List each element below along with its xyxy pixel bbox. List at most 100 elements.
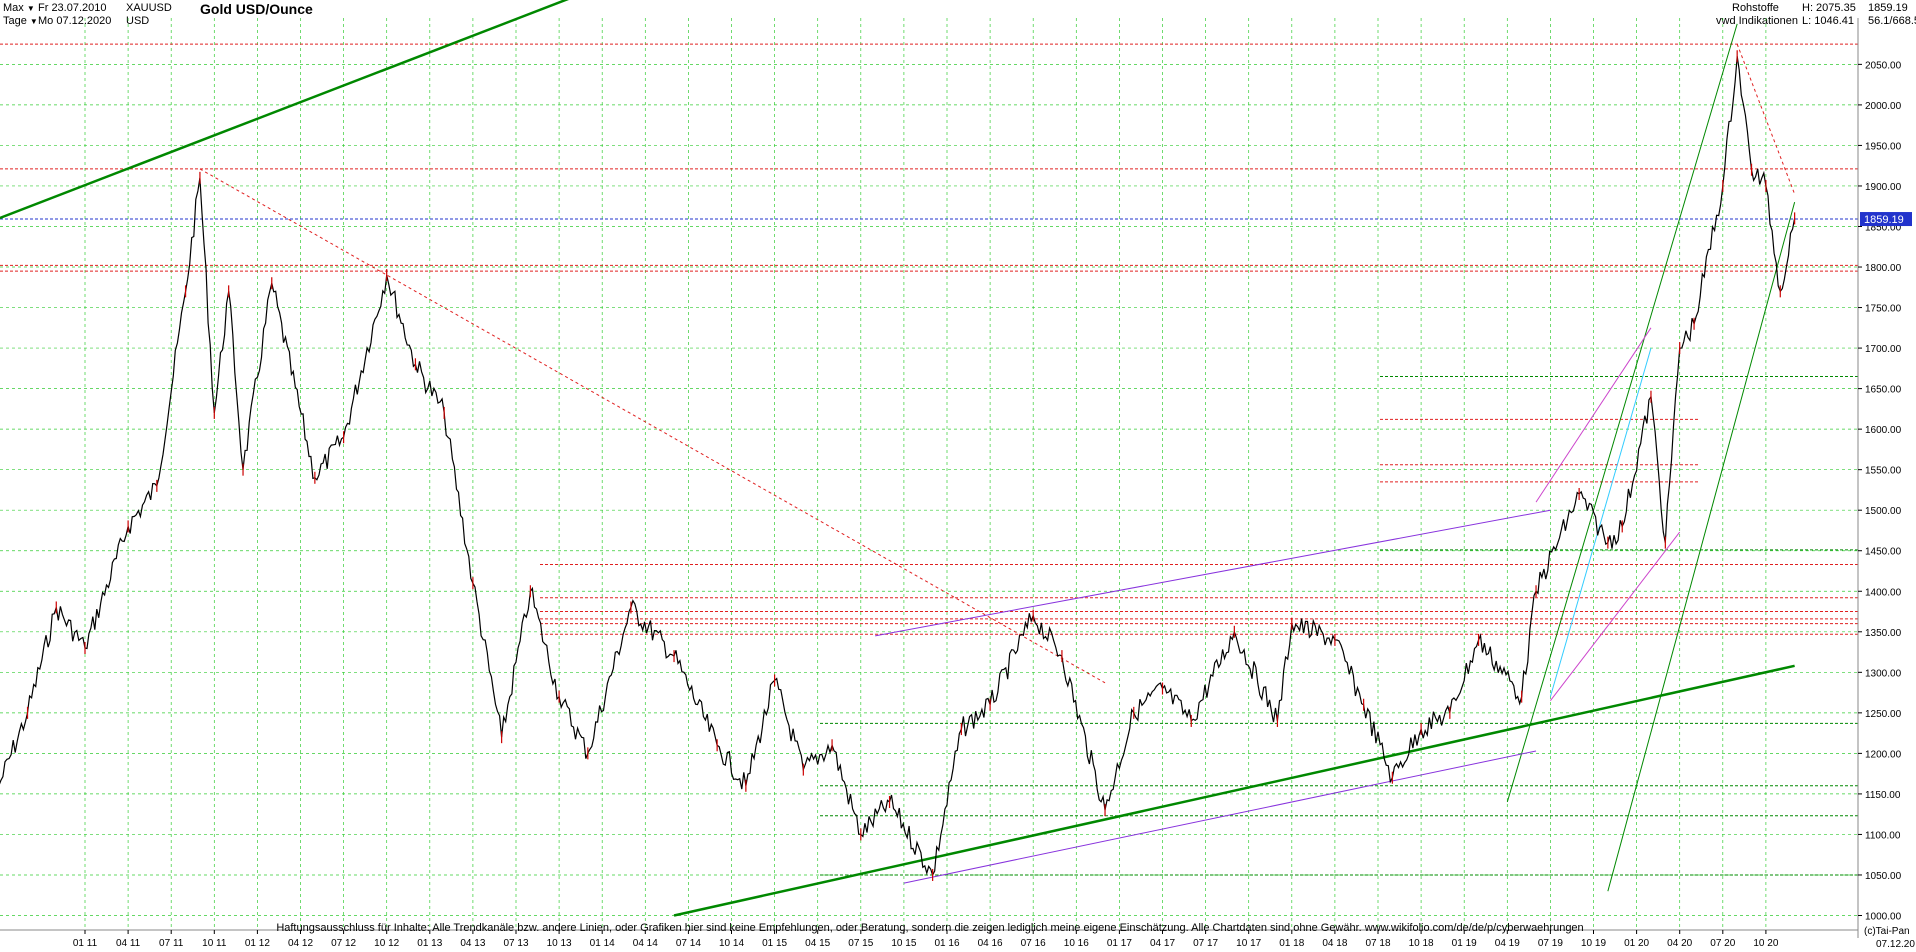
x-tick-label: 04 13 xyxy=(460,938,485,949)
symbol: XAUUSD xyxy=(126,2,172,14)
price-line xyxy=(0,56,1796,877)
x-tick-label: 01 12 xyxy=(245,938,270,949)
x-axis: 01 11 04 11 07 11 10 11 01 12 04 12 07 12 10 12… xyxy=(0,929,1858,949)
x-tick-label: 10 13 xyxy=(547,938,572,949)
x-tick-label: 07 14 xyxy=(676,938,701,949)
y-tick-label: 1850.00 xyxy=(1865,222,1902,233)
chart-title: Gold USD/Ounce xyxy=(200,1,313,17)
y-tick-label: 1550.00 xyxy=(1865,466,1902,477)
x-tick-label: 10 14 xyxy=(719,938,744,949)
ratio-value: 56.1/668.5 xyxy=(1868,15,1916,27)
x-tick-label: 10 18 xyxy=(1409,938,1434,949)
trendlines xyxy=(0,0,1796,917)
x-tick-label: 01 20 xyxy=(1624,938,1649,949)
y-tick-label: 2050.00 xyxy=(1865,60,1902,71)
trendline xyxy=(1736,43,1796,195)
x-tick-label: 01 18 xyxy=(1279,938,1304,949)
y-tick-label: 1500.00 xyxy=(1865,506,1902,517)
x-tick-label: 07 19 xyxy=(1538,938,1563,949)
currency: USD xyxy=(126,15,150,27)
copyright-label: (c)Tai-Pan xyxy=(1864,926,1910,937)
y-tick-label: 1000.00 xyxy=(1865,912,1902,923)
x-tick-label: 07 17 xyxy=(1193,938,1218,949)
y-tick-label: 1250.00 xyxy=(1865,709,1902,720)
interval-label: Tage xyxy=(3,15,27,27)
x-tick-label: 10 16 xyxy=(1064,938,1089,949)
chevron-down-icon: ▼ xyxy=(26,4,35,13)
trendline xyxy=(1535,327,1652,503)
y-tick-label: 1150.00 xyxy=(1865,790,1901,801)
x-tick-label: 10 15 xyxy=(891,938,916,949)
x-tick-label: 07 16 xyxy=(1021,938,1046,949)
x-tick-label: 01 16 xyxy=(934,938,959,949)
y-tick-label: 1650.00 xyxy=(1865,385,1902,396)
y-tick-label: 1700.00 xyxy=(1865,344,1902,355)
x-tick-label: 07 20 xyxy=(1710,938,1735,949)
x-tick-label: 10 11 xyxy=(202,938,227,949)
interval-selector[interactable]: Tage ▼ xyxy=(3,15,38,28)
x-tick-label: 07 15 xyxy=(848,938,873,949)
price-series xyxy=(0,50,1796,881)
trendline xyxy=(1607,202,1796,892)
y-tick-label: 2000.00 xyxy=(1865,101,1902,112)
y-tick-label: 1200.00 xyxy=(1865,749,1902,760)
y-tick-label: 1300.00 xyxy=(1865,668,1902,679)
trendline xyxy=(1506,23,1738,803)
date-to: Mo 07.12.2020 xyxy=(38,15,112,27)
x-tick-label: 04 16 xyxy=(978,938,1003,949)
trendline xyxy=(1549,347,1652,697)
y-tick-label: 1350.00 xyxy=(1865,628,1902,639)
x-tick-label: 01 19 xyxy=(1452,938,1477,949)
x-tick-label: 01 13 xyxy=(417,938,442,949)
trendline xyxy=(0,0,569,220)
y-tick-label: 1750.00 xyxy=(1865,304,1902,315)
x-tick-label: 04 18 xyxy=(1322,938,1347,949)
x-tick-label: 01 15 xyxy=(762,938,787,949)
x-tick-label: 10 19 xyxy=(1581,938,1606,949)
category-label: Rohstoffe xyxy=(1732,2,1779,14)
y-tick-label: 1100.00 xyxy=(1865,830,1901,841)
range-selector[interactable]: Max ▼ xyxy=(3,2,35,15)
y-tick-label: 1450.00 xyxy=(1865,547,1902,558)
current-price-tag: 1859.19 xyxy=(1860,212,1912,227)
x-tick-label: 07 12 xyxy=(331,938,356,949)
x-tick-label: 04 14 xyxy=(633,938,658,949)
x-tick-label: 04 19 xyxy=(1495,938,1520,949)
x-tick-label: 01 11 xyxy=(73,938,98,949)
current-price-label: 1859.19 xyxy=(1864,214,1904,226)
y-tick-label: 1050.00 xyxy=(1865,871,1902,882)
x-tick-label: 04 17 xyxy=(1150,938,1175,949)
y-tick-label: 1800.00 xyxy=(1865,263,1902,274)
trendline xyxy=(875,509,1551,637)
x-tick-label: 01 17 xyxy=(1107,938,1132,949)
trendline xyxy=(1550,531,1681,701)
range-label: Max xyxy=(3,2,24,14)
x-tick-label: 10 12 xyxy=(374,938,399,949)
x-end-label: 07.12.20 xyxy=(1876,939,1915,950)
low-value: L: 1046.41 xyxy=(1802,15,1854,27)
date-from: Fr 23.07.2010 xyxy=(38,2,107,14)
current-price-box xyxy=(1860,212,1912,227)
disclaimer-text: Haftungsausschluss für Inhalte: Alle Tre… xyxy=(276,922,1584,934)
x-tick-label: 01 14 xyxy=(590,938,615,949)
x-tick-label: 10 17 xyxy=(1236,938,1261,949)
x-tick-label: 10 20 xyxy=(1753,938,1778,949)
y-tick-label: 1950.00 xyxy=(1865,141,1902,152)
high-value: H: 2075.35 xyxy=(1802,2,1856,14)
trendline xyxy=(199,168,1106,684)
y-tick-label: 1900.00 xyxy=(1865,182,1902,193)
grid xyxy=(0,18,1858,930)
x-tick-label: 04 15 xyxy=(805,938,830,949)
x-tick-label: 07 18 xyxy=(1365,938,1390,949)
last-value: 1859.19 xyxy=(1868,2,1908,14)
y-axis: 1000.00 1050.00 1100.00 1150.00 1200.00 1250.… xyxy=(1857,18,1902,938)
trendline xyxy=(673,664,1795,917)
source-label: vwd Indikationen xyxy=(1716,15,1798,27)
x-tick-label: 04 11 xyxy=(116,938,141,949)
horizontal-levels xyxy=(0,43,1858,876)
x-tick-label: 04 12 xyxy=(288,938,313,949)
x-tick-label: 07 11 xyxy=(159,938,184,949)
x-tick-label: 04 20 xyxy=(1667,938,1692,949)
y-tick-label: 1600.00 xyxy=(1865,425,1902,436)
